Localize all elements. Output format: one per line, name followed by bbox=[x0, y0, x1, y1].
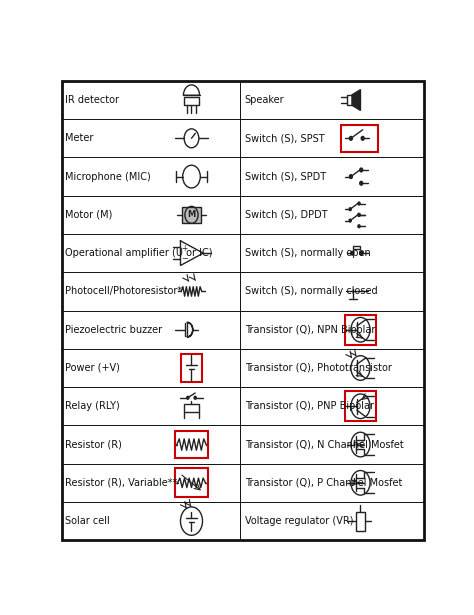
Circle shape bbox=[360, 168, 363, 172]
Text: Transistor (Q), Phototransistor: Transistor (Q), Phototransistor bbox=[245, 363, 392, 373]
Text: Switch (S), DPDT: Switch (S), DPDT bbox=[245, 210, 328, 220]
Circle shape bbox=[187, 396, 189, 399]
Circle shape bbox=[358, 213, 360, 216]
Text: Operational amplifier (U or IC): Operational amplifier (U or IC) bbox=[65, 248, 212, 258]
Text: Power (+V): Power (+V) bbox=[65, 363, 119, 373]
Text: Transistor (Q), NPN Bipolar: Transistor (Q), NPN Bipolar bbox=[245, 325, 375, 335]
Text: Microphone (MIC): Microphone (MIC) bbox=[65, 172, 151, 181]
Bar bbox=[347, 95, 352, 105]
Text: Piezoelectric buzzer: Piezoelectric buzzer bbox=[65, 325, 162, 335]
Text: Motor (M): Motor (M) bbox=[65, 210, 112, 220]
Bar bbox=[174, 430, 209, 458]
Text: Resistor (R): Resistor (R) bbox=[65, 440, 122, 450]
Text: Meter: Meter bbox=[65, 133, 93, 143]
Text: Switch (S), SPST: Switch (S), SPST bbox=[245, 133, 324, 143]
Circle shape bbox=[349, 175, 352, 178]
Circle shape bbox=[360, 252, 363, 255]
Text: Switch (S), normally open: Switch (S), normally open bbox=[245, 248, 371, 258]
Bar bbox=[184, 97, 199, 105]
Circle shape bbox=[349, 208, 351, 210]
Text: Switch (S), normally closed: Switch (S), normally closed bbox=[245, 287, 377, 296]
Text: Switch (S), SPDT: Switch (S), SPDT bbox=[245, 172, 326, 181]
Text: Transistor (Q), P Channel Mosfet: Transistor (Q), P Channel Mosfet bbox=[245, 478, 402, 488]
Text: Transistor (Q), PNP Bipolar: Transistor (Q), PNP Bipolar bbox=[245, 401, 374, 411]
Text: Speaker: Speaker bbox=[245, 95, 284, 105]
Bar bbox=[356, 512, 365, 531]
Circle shape bbox=[349, 219, 351, 222]
Text: Relay (RLY): Relay (RLY) bbox=[65, 401, 119, 411]
Text: Solar cell: Solar cell bbox=[65, 516, 109, 526]
Text: +: + bbox=[181, 244, 187, 253]
Bar bbox=[346, 315, 375, 344]
Text: −: − bbox=[181, 254, 188, 263]
Text: Transistor (Q), N Channel Mosfet: Transistor (Q), N Channel Mosfet bbox=[245, 440, 403, 450]
Circle shape bbox=[358, 202, 360, 205]
Circle shape bbox=[351, 252, 354, 255]
Text: IR detector: IR detector bbox=[65, 95, 119, 105]
Circle shape bbox=[358, 213, 360, 216]
Circle shape bbox=[194, 396, 196, 399]
Bar bbox=[181, 354, 202, 382]
Text: Voltage regulator (VR): Voltage regulator (VR) bbox=[245, 516, 353, 526]
Bar bbox=[341, 125, 378, 152]
Bar bbox=[354, 246, 360, 248]
Bar bbox=[182, 207, 201, 223]
Circle shape bbox=[358, 225, 360, 228]
Circle shape bbox=[361, 137, 364, 140]
Bar bbox=[174, 468, 209, 498]
Text: Photocell/Photoresistor*: Photocell/Photoresistor* bbox=[65, 287, 182, 296]
Circle shape bbox=[360, 181, 363, 185]
Text: M: M bbox=[187, 210, 196, 220]
Bar bbox=[346, 391, 375, 421]
Bar bbox=[184, 405, 199, 412]
Text: Resistor (R), Variable**: Resistor (R), Variable** bbox=[65, 478, 177, 488]
Circle shape bbox=[349, 137, 352, 140]
Polygon shape bbox=[352, 90, 360, 111]
